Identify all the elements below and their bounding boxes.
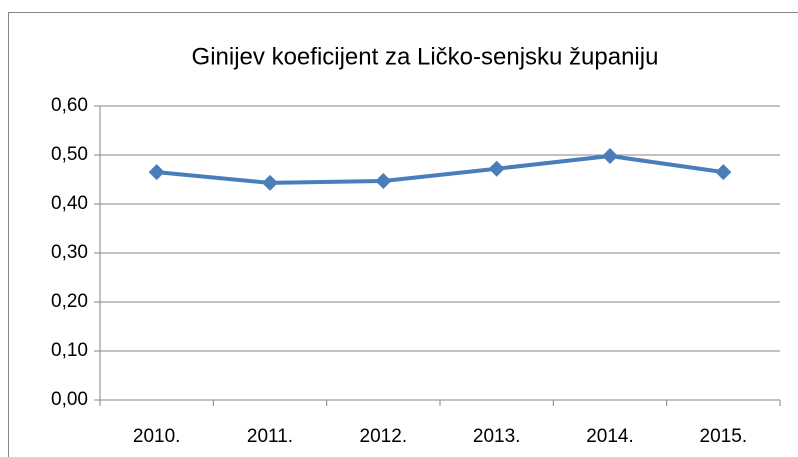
marker	[602, 147, 618, 164]
x-tick-label: 2013.	[473, 426, 521, 447]
y-tick-label: 0,50	[51, 144, 88, 165]
x-tick-label: 2015.	[700, 426, 748, 447]
marker	[715, 164, 732, 181]
x-tick-label: 2012.	[360, 426, 408, 447]
y-tick-label: 0,00	[51, 389, 88, 410]
marker	[488, 160, 505, 177]
line	[156, 153, 724, 185]
marker	[375, 172, 392, 189]
marker	[148, 164, 165, 181]
y-tick-label: 0,20	[51, 291, 88, 312]
chart-title: Ginijev koeficijent za Ličko-senjsku žup…	[192, 43, 659, 70]
marker	[262, 174, 278, 191]
y-tick-label: 0,40	[51, 193, 88, 214]
y-tick-label: 0,30	[51, 242, 88, 263]
chart-border	[8, 12, 798, 457]
x-tick-label: 2011.	[247, 426, 293, 447]
y-tick-label: 0,60	[51, 95, 88, 116]
x-tick-label: 2014.	[586, 426, 634, 447]
x-tick-label: 2010.	[133, 426, 181, 447]
y-tick-label: 0,10	[51, 340, 88, 361]
